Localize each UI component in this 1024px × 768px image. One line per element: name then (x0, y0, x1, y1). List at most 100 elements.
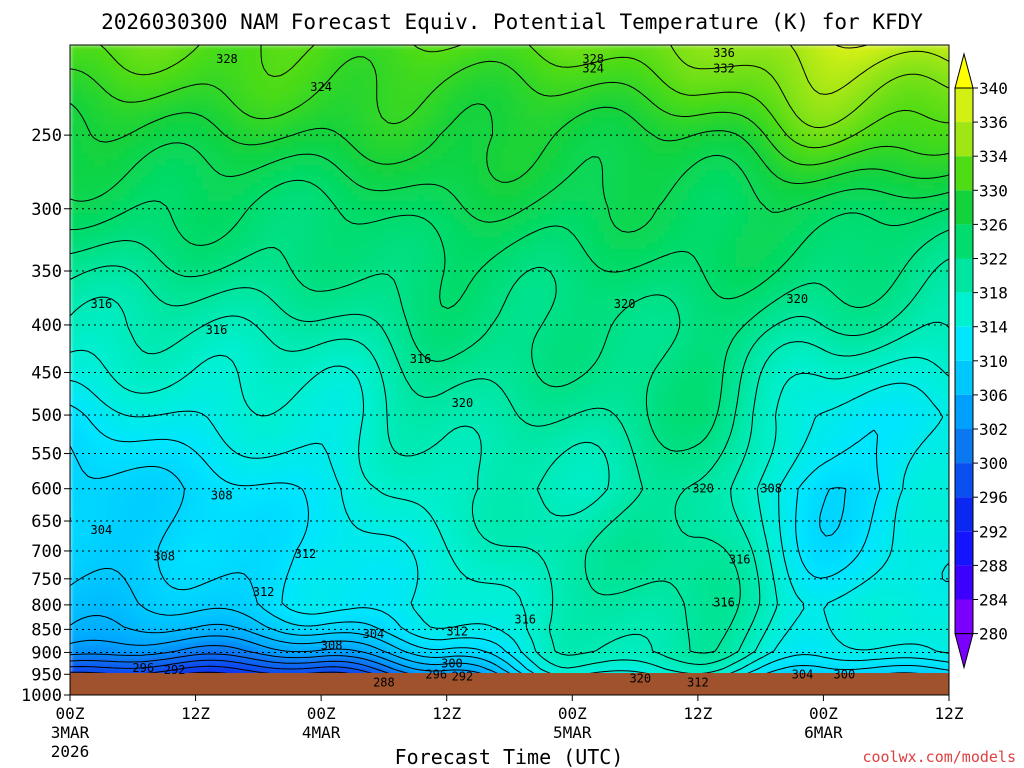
plot-frame (69, 44, 950, 696)
y-tick-label: 950 (31, 665, 62, 685)
y-tick-label: 750 (31, 570, 62, 590)
x-tick-label: 4MAR (302, 723, 341, 742)
colorbar-label: 280 (979, 625, 1008, 644)
colorbar-label: 296 (979, 488, 1008, 507)
y-tick-label: 700 (31, 542, 62, 562)
x-tick-label: 12Z (935, 704, 964, 723)
colorbar-label: 292 (979, 522, 1008, 541)
contour-label: 304 (363, 627, 385, 641)
colorbar-bottom-arrow (954, 633, 974, 670)
colorbar-label: 300 (979, 454, 1008, 473)
colorbar: 280 284 288 292 296 300 302 306 310 314 318 322 326 3… (954, 52, 1008, 670)
contour-label: 328 (216, 52, 238, 66)
contour-label: 312 (687, 676, 709, 690)
contour-label: 320 (452, 396, 474, 410)
colorbar-swatch (955, 88, 973, 123)
colorbar-label: 334 (979, 147, 1008, 166)
x-tick-label: 00Z (558, 704, 587, 723)
colorbar-swatch (955, 258, 973, 293)
y-tick-label: 650 (31, 512, 62, 532)
colorbar-swatch (955, 394, 973, 429)
contour-label: 320 (614, 297, 636, 311)
x-tick-label: 3MAR (51, 723, 90, 742)
colorbar-swatch (955, 156, 973, 191)
y-tick-label: 600 (31, 480, 62, 500)
colorbar-swatch (955, 292, 973, 327)
colorbar-label: 288 (979, 556, 1008, 575)
contour-label: 324 (582, 62, 604, 76)
x-tick-label: 6MAR (804, 723, 843, 742)
colorbar-swatch (955, 326, 973, 361)
contour-label: 312 (446, 625, 468, 639)
y-tick-label: 500 (31, 406, 62, 426)
colorbar-label: 336 (979, 113, 1008, 132)
contour-label: 316 (514, 613, 536, 627)
y-tick-label: 450 (31, 364, 62, 384)
chart-title: 2026030300 NAM Forecast Equiv. Potential… (101, 10, 923, 34)
contour-label: 308 (760, 482, 782, 496)
contour-label: 320 (692, 482, 714, 496)
contour-label: 312 (295, 547, 317, 561)
x-tick-label: 2026 (51, 742, 90, 761)
colorbar-swatch (955, 599, 973, 634)
colorbar-swatch (955, 565, 973, 600)
y-tick-label: 900 (31, 643, 62, 663)
x-tick-label: 00Z (56, 704, 85, 723)
contour-label: 308 (211, 488, 233, 502)
contour-label: 316 (206, 323, 228, 337)
y-tick-label: 400 (31, 316, 62, 336)
y-tick-label: 850 (31, 620, 62, 640)
ground-surface (70, 673, 949, 695)
contour-label: 296 (132, 661, 154, 675)
contour-label: 336 (713, 46, 735, 60)
colorbar-label: 318 (979, 284, 1008, 303)
colorbar-label: 306 (979, 386, 1008, 405)
colorbar-label: 322 (979, 250, 1008, 269)
contour-label: 300 (441, 657, 463, 671)
colorbar-top-arrow (954, 52, 974, 89)
y-tick-label: 250 (31, 126, 62, 146)
y-tick-label: 550 (31, 445, 62, 465)
contour-label: 296 (425, 667, 447, 681)
contour-label: 320 (786, 292, 808, 306)
contour-label: 292 (164, 663, 186, 677)
colorbar-swatch (955, 190, 973, 225)
pressure-axis: 250 300 350 400 450 500 550 600 650 700 750 800 850 9… (21, 126, 70, 706)
colorbar-label: 284 (979, 591, 1008, 610)
contour-label: 320 (629, 672, 651, 686)
x-tick-label: 12Z (432, 704, 461, 723)
contour-label: 300 (834, 667, 856, 681)
y-tick-label: 800 (31, 596, 62, 616)
contour-label: 324 (310, 80, 332, 94)
colorbar-label: 330 (979, 181, 1008, 200)
contour-label: 288 (373, 676, 395, 690)
x-tick-label: 00Z (809, 704, 838, 723)
colorbar-swatch (955, 463, 973, 498)
contour-label: 316 (410, 352, 432, 366)
x-tick-label: 12Z (683, 704, 712, 723)
colorbar-swatch (955, 497, 973, 532)
contour-label: 316 (729, 553, 751, 567)
contour-label: 308 (153, 550, 175, 564)
y-tick-label: 300 (31, 200, 62, 220)
contour-label: 292 (452, 669, 474, 683)
colorbar-label: 302 (979, 420, 1008, 439)
colorbar-label: 326 (979, 215, 1008, 234)
x-axis-title: Forecast Time (UTC) (395, 745, 624, 768)
x-tick-label: 12Z (181, 704, 210, 723)
contour-label: 304 (91, 523, 113, 537)
contour-label: 332 (713, 62, 735, 76)
colorbar-swatch (955, 429, 973, 464)
colorbar-swatch (955, 531, 973, 566)
x-tick-label: 5MAR (553, 723, 592, 742)
contour-label: 316 (713, 595, 735, 609)
colorbar-swatch (955, 224, 973, 259)
y-tick-label: 350 (31, 262, 62, 282)
contour-label: 328 (582, 52, 604, 66)
source-watermark: coolwx.com/models (862, 748, 1016, 766)
x-tick-label: 00Z (307, 704, 336, 723)
y-tick-label: 1000 (21, 686, 62, 706)
